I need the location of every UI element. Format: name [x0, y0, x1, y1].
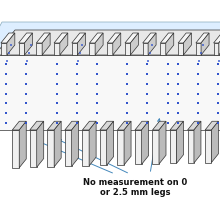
Polygon shape — [77, 33, 85, 55]
Polygon shape — [135, 130, 141, 164]
Polygon shape — [107, 33, 121, 43]
Polygon shape — [90, 33, 103, 43]
Polygon shape — [159, 121, 166, 164]
Polygon shape — [194, 121, 201, 163]
Polygon shape — [42, 33, 50, 55]
Polygon shape — [82, 121, 96, 130]
Polygon shape — [65, 130, 72, 166]
Polygon shape — [141, 121, 148, 164]
Polygon shape — [1, 43, 7, 55]
Polygon shape — [166, 33, 174, 55]
Polygon shape — [72, 121, 79, 166]
Polygon shape — [117, 121, 131, 130]
Polygon shape — [188, 121, 201, 130]
Polygon shape — [54, 43, 60, 55]
Polygon shape — [90, 43, 95, 55]
Polygon shape — [205, 130, 211, 163]
Polygon shape — [219, 33, 220, 55]
Polygon shape — [30, 121, 44, 130]
Polygon shape — [82, 130, 89, 166]
Polygon shape — [19, 43, 24, 55]
Polygon shape — [7, 33, 15, 55]
Polygon shape — [211, 121, 218, 163]
Polygon shape — [1, 33, 15, 43]
Polygon shape — [30, 130, 37, 167]
Polygon shape — [130, 33, 138, 55]
Polygon shape — [205, 121, 218, 130]
Polygon shape — [47, 130, 54, 167]
Polygon shape — [124, 121, 131, 165]
Polygon shape — [183, 33, 191, 55]
Polygon shape — [170, 130, 176, 163]
Polygon shape — [125, 43, 130, 55]
Polygon shape — [106, 121, 114, 165]
Polygon shape — [196, 43, 201, 55]
Polygon shape — [24, 33, 33, 55]
Polygon shape — [0, 22, 220, 50]
Text: No measurement on 0
or 2.5 mm legs: No measurement on 0 or 2.5 mm legs — [83, 178, 187, 197]
Polygon shape — [196, 33, 209, 43]
Polygon shape — [160, 33, 174, 43]
Polygon shape — [95, 33, 103, 55]
Polygon shape — [89, 121, 96, 166]
Polygon shape — [19, 33, 33, 43]
Polygon shape — [47, 121, 61, 130]
Polygon shape — [214, 43, 219, 55]
Polygon shape — [125, 33, 138, 43]
Polygon shape — [60, 33, 68, 55]
Polygon shape — [176, 121, 183, 163]
Polygon shape — [143, 33, 156, 43]
Polygon shape — [12, 121, 26, 130]
Polygon shape — [143, 43, 148, 55]
Polygon shape — [170, 121, 183, 130]
Polygon shape — [54, 33, 68, 43]
Polygon shape — [113, 33, 121, 55]
Polygon shape — [0, 55, 220, 130]
Polygon shape — [160, 43, 166, 55]
Polygon shape — [36, 33, 50, 43]
Polygon shape — [117, 130, 124, 165]
Polygon shape — [54, 121, 61, 167]
Polygon shape — [178, 43, 183, 55]
Polygon shape — [214, 33, 220, 43]
Polygon shape — [72, 43, 77, 55]
Polygon shape — [12, 130, 19, 168]
Polygon shape — [188, 130, 194, 163]
Polygon shape — [100, 121, 114, 130]
Polygon shape — [152, 121, 166, 130]
Polygon shape — [107, 43, 113, 55]
Polygon shape — [65, 121, 79, 130]
Polygon shape — [37, 121, 44, 167]
Polygon shape — [100, 130, 106, 165]
Polygon shape — [36, 43, 42, 55]
Polygon shape — [0, 30, 220, 55]
Polygon shape — [19, 121, 26, 168]
Polygon shape — [201, 33, 209, 55]
Polygon shape — [148, 33, 156, 55]
Polygon shape — [72, 33, 85, 43]
Polygon shape — [135, 121, 148, 130]
Polygon shape — [152, 130, 159, 164]
Polygon shape — [178, 33, 191, 43]
